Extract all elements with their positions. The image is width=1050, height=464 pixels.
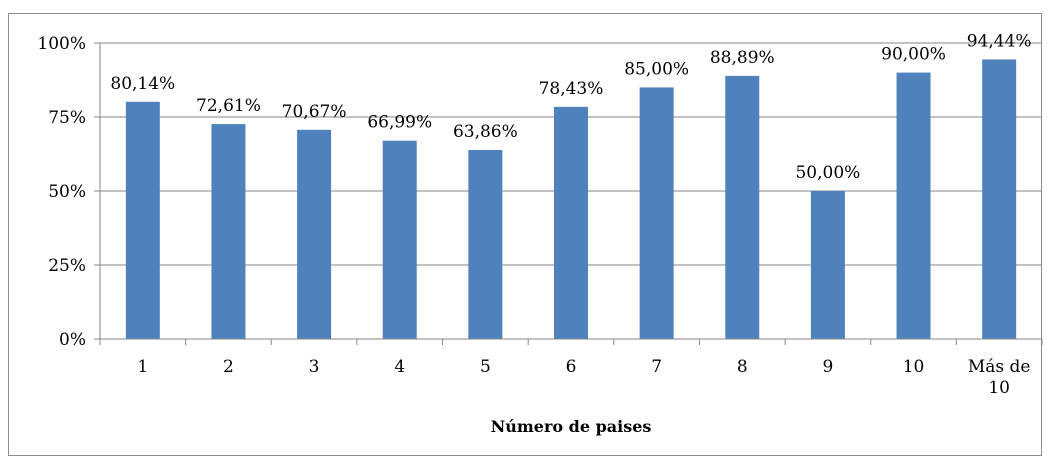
y-axis-ticks: 0% 25% 50% 75% 100% (37, 34, 100, 350)
x-tick-label: 2 (223, 357, 234, 377)
data-label: 94,44% (967, 31, 1032, 51)
y-tick-label: 50% (48, 182, 86, 202)
y-tick-label: 100% (37, 34, 86, 54)
x-tick-label: 4 (394, 357, 405, 377)
x-tick-label: 10 (903, 357, 925, 377)
data-label: 88,89% (710, 48, 775, 68)
bars (125, 59, 1017, 340)
bar (211, 124, 246, 339)
bar (639, 87, 674, 340)
bar (297, 129, 332, 339)
x-tick-label: Más de 10 (968, 357, 1031, 398)
data-label: 70,67% (282, 102, 347, 122)
x-tick-label: 8 (737, 357, 748, 377)
bar (554, 106, 588, 339)
data-label: 66,99% (367, 113, 432, 133)
bar (125, 101, 160, 339)
y-tick-label: 75% (48, 108, 86, 128)
x-tick-label: 7 (651, 357, 662, 377)
y-tick-label: 0% (59, 330, 86, 350)
x-axis: 1 2 3 4 5 6 7 8 9 10 Más de 10 (99, 43, 1043, 398)
chart-frame (8, 13, 1042, 456)
x-tick-label: 9 (822, 357, 833, 377)
bar (982, 59, 1017, 339)
y-tick-label: 25% (48, 256, 86, 276)
data-label: 63,86% (453, 122, 518, 142)
bar (382, 140, 417, 339)
x-tick-label: 3 (309, 357, 320, 377)
data-label: 78,43% (539, 79, 604, 99)
x-axis-title: Número de paises (491, 417, 652, 436)
data-label: 90,00% (881, 45, 946, 65)
bar (468, 149, 503, 339)
bar (725, 75, 760, 340)
bar (810, 191, 845, 339)
x-tick-label: 6 (566, 357, 577, 377)
bar (896, 72, 931, 339)
x-tick-label: 1 (137, 357, 148, 377)
data-label: 50,00% (795, 163, 860, 183)
data-label: 80,14% (110, 74, 175, 94)
x-tick-label: 5 (480, 357, 491, 377)
data-label: 72,61% (196, 96, 261, 116)
data-label: 85,00% (624, 59, 689, 79)
data-labels: 80,14% 72,61% 70,67% 66,99% 63,86% 78,43% 85,0… (110, 31, 1031, 183)
